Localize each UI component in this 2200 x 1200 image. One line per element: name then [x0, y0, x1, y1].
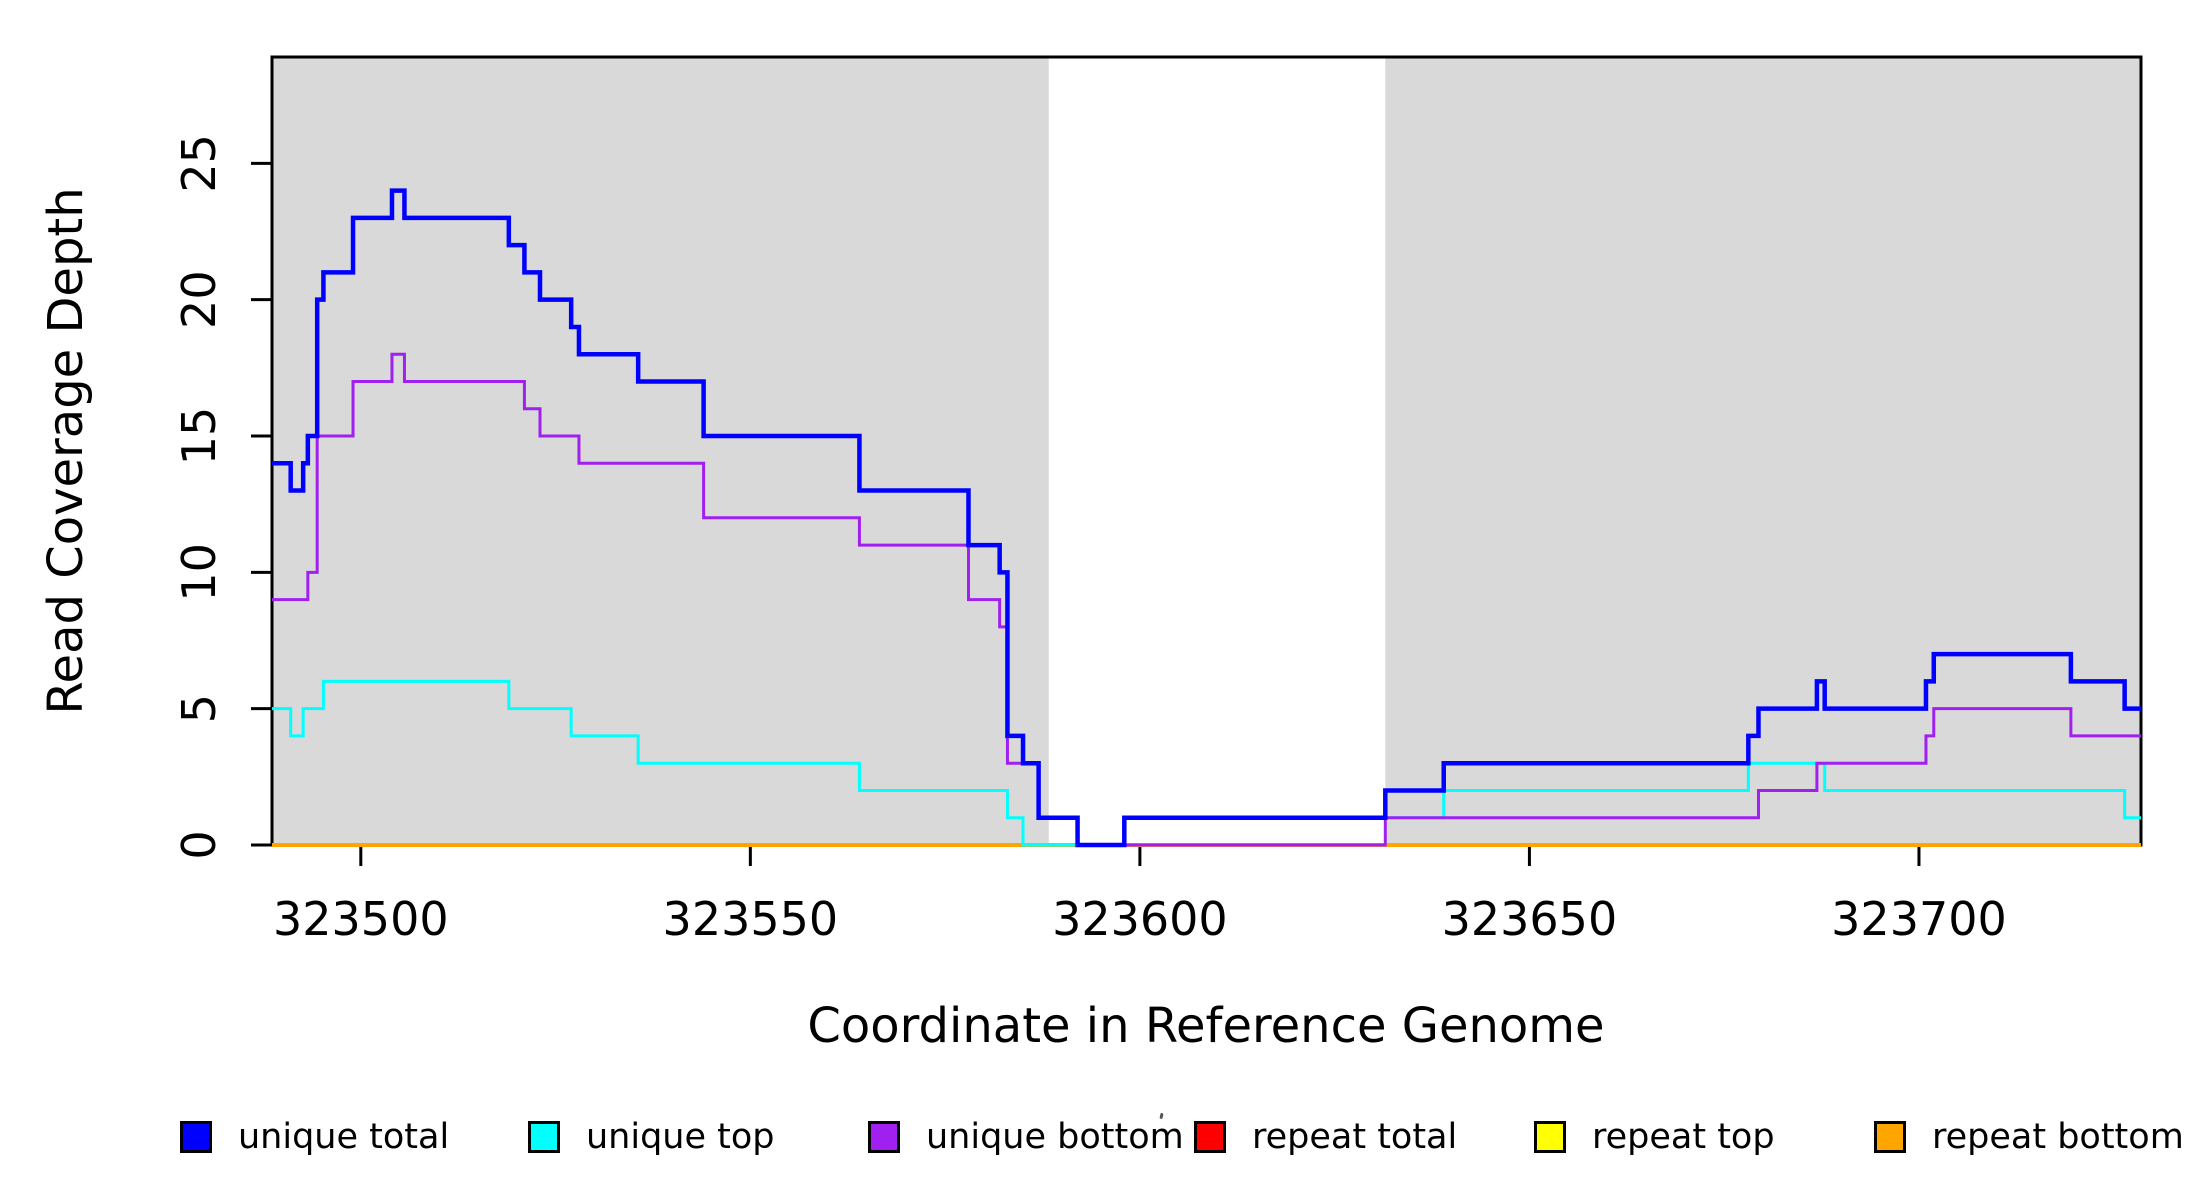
y-tick-label: 15	[172, 407, 226, 466]
y-axis-title: Read Coverage Depth	[38, 187, 94, 714]
y-tick-label: 25	[172, 134, 226, 193]
x-axis-title: Coordinate in Reference Genome	[807, 998, 1604, 1054]
repeat-top-swatch-icon	[1534, 1121, 1566, 1153]
x-tick-label: 323650	[1442, 892, 1618, 946]
axis-tick-labels: 323500 323550 323600 323650 323700 0 5 10 15 20 25	[172, 134, 2007, 946]
repeat-bottom-swatch-icon	[1874, 1121, 1906, 1153]
y-tick-label: 0	[172, 830, 226, 859]
shaded-regions	[272, 57, 2141, 845]
series-unique-bottom-line	[272, 352, 2141, 847]
legend-label: unique top	[586, 1117, 775, 1157]
series-unique-top-line	[272, 679, 2141, 847]
legend-item-repeat-bottom: repeat bottom	[1874, 1117, 2184, 1157]
legend-label: repeat total	[1252, 1117, 1458, 1157]
legend-item-repeat-top: repeat top	[1534, 1117, 1775, 1157]
repeat-total-swatch-icon	[1194, 1121, 1226, 1153]
x-tick-label: 323500	[273, 892, 449, 946]
legend-item-unique-total: unique total	[180, 1117, 449, 1157]
unique-top-swatch-icon	[528, 1121, 560, 1153]
axis-ticks	[251, 161, 1921, 866]
y-tick-label: 20	[172, 270, 226, 329]
legend-item-repeat-total: repeat total	[1194, 1117, 1457, 1157]
legend-item-unique-bottom: unique bottom	[868, 1117, 1184, 1157]
x-tick-label: 323550	[663, 892, 839, 946]
legend: unique total unique top unique bottom repea…	[0, 1105, 2200, 1185]
data-series	[272, 188, 2141, 848]
legend-label: repeat top	[1592, 1117, 1775, 1157]
series-unique-total-line	[272, 188, 2141, 848]
x-tick-label: 323600	[1052, 892, 1228, 946]
shaded-region	[1385, 57, 2141, 845]
unique-total-swatch-icon	[180, 1121, 212, 1153]
x-tick-label: 323700	[1831, 892, 2007, 946]
y-tick-label: 10	[172, 543, 226, 602]
legend-item-unique-top: unique top	[528, 1117, 775, 1157]
legend-label: unique bottom	[926, 1117, 1184, 1157]
legend-label: unique total	[238, 1117, 450, 1157]
y-tick-label: 5	[172, 694, 226, 723]
legend-label: repeat bottom	[1932, 1117, 2184, 1157]
shaded-region	[272, 57, 1049, 845]
unique-bottom-swatch-icon	[868, 1121, 900, 1153]
